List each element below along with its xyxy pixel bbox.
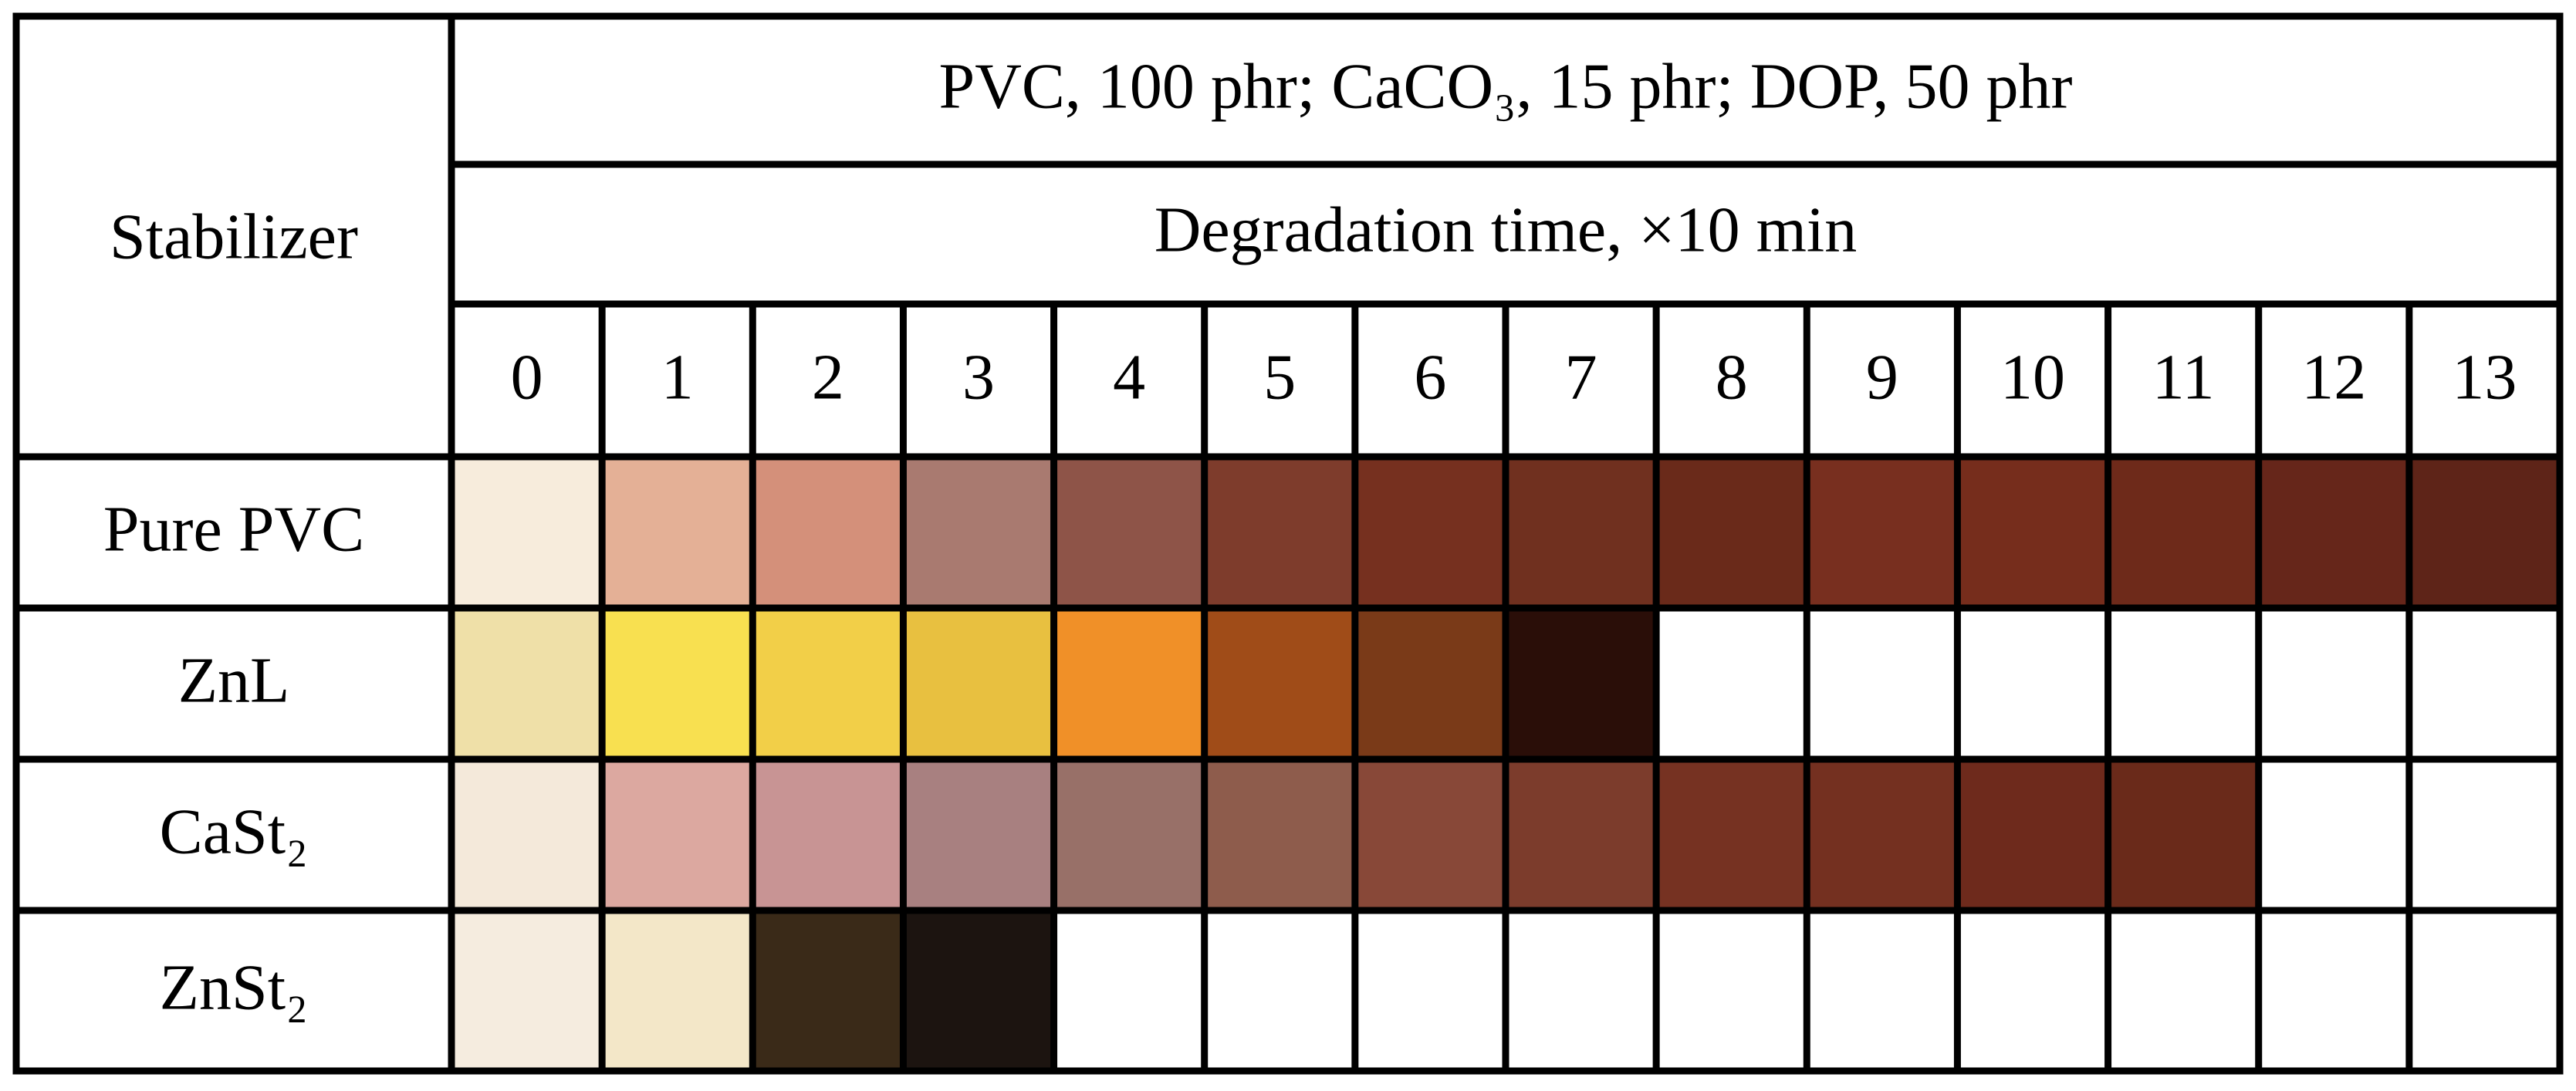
- sample-swatch: [1656, 759, 1807, 910]
- time-label: 11: [2152, 341, 2215, 413]
- row-label: Pure PVC: [103, 493, 364, 565]
- table-frame: [12, 12, 2564, 1075]
- sample-swatch: [1204, 608, 1355, 759]
- sample-swatch: [1053, 608, 1205, 759]
- sample-swatch: [903, 759, 1054, 910]
- sample-swatch: [2258, 457, 2409, 608]
- time-label: 10: [2000, 341, 2065, 413]
- sample-swatch: [602, 910, 753, 1071]
- sample-swatch: [752, 457, 904, 608]
- sample-swatch: [752, 608, 904, 759]
- time-label: 2: [812, 341, 844, 413]
- sample-swatch: [602, 457, 753, 608]
- sample-swatch: [1506, 457, 1657, 608]
- time-label: 5: [1263, 341, 1296, 413]
- sample-swatch: [602, 608, 753, 759]
- time-label: 12: [2301, 341, 2366, 413]
- sample-swatch: [451, 910, 603, 1071]
- sample-swatch: [1506, 608, 1657, 759]
- time-label: 8: [1716, 341, 1748, 413]
- time-label: 13: [2452, 341, 2517, 413]
- sample-swatch: [752, 759, 904, 910]
- sample-swatch: [1506, 759, 1657, 910]
- sample-swatch: [1807, 457, 1958, 608]
- sample-swatch: [1957, 457, 2108, 608]
- time-label: 7: [1565, 341, 1597, 413]
- time-label: 0: [511, 341, 543, 413]
- time-label: 9: [1866, 341, 1898, 413]
- sample-swatch: [1053, 759, 1205, 910]
- time-label: 4: [1113, 341, 1145, 413]
- sample-swatch: [1053, 457, 1205, 608]
- time-label: 1: [661, 341, 694, 413]
- sample-swatch: [2108, 457, 2259, 608]
- sample-swatch: [2108, 759, 2259, 910]
- sample-swatch: [451, 457, 603, 608]
- sample-swatch: [1957, 759, 2108, 910]
- sample-swatch: [903, 608, 1054, 759]
- formulation-header: PVC, 100 phr; CaCO₃, 15 phr; DOP, 50 phr: [938, 50, 2072, 122]
- sample-swatch: [451, 759, 603, 910]
- sample-swatch: [752, 910, 904, 1071]
- sample-swatch: [903, 910, 1054, 1071]
- sample-swatch: [903, 457, 1054, 608]
- time-header: Degradation time, ×10 min: [1154, 194, 1858, 265]
- sample-swatch: [1354, 759, 1506, 910]
- row-label: ZnSt₂: [160, 951, 309, 1023]
- sample-swatch: [1204, 759, 1355, 910]
- time-label: 3: [962, 341, 995, 413]
- sample-swatch: [1204, 457, 1355, 608]
- row-label: CaSt₂: [160, 795, 309, 867]
- row-label: ZnL: [178, 644, 290, 716]
- sample-swatch: [1354, 608, 1506, 759]
- sample-swatch: [1656, 457, 1807, 608]
- sample-swatch: [2409, 457, 2560, 608]
- sample-swatch: [602, 759, 753, 910]
- sample-swatch: [1354, 457, 1506, 608]
- sample-swatch: [1807, 759, 1958, 910]
- time-label: 6: [1414, 341, 1446, 413]
- stabilizer-header: Stabilizer: [110, 201, 358, 272]
- sample-swatch: [451, 608, 603, 759]
